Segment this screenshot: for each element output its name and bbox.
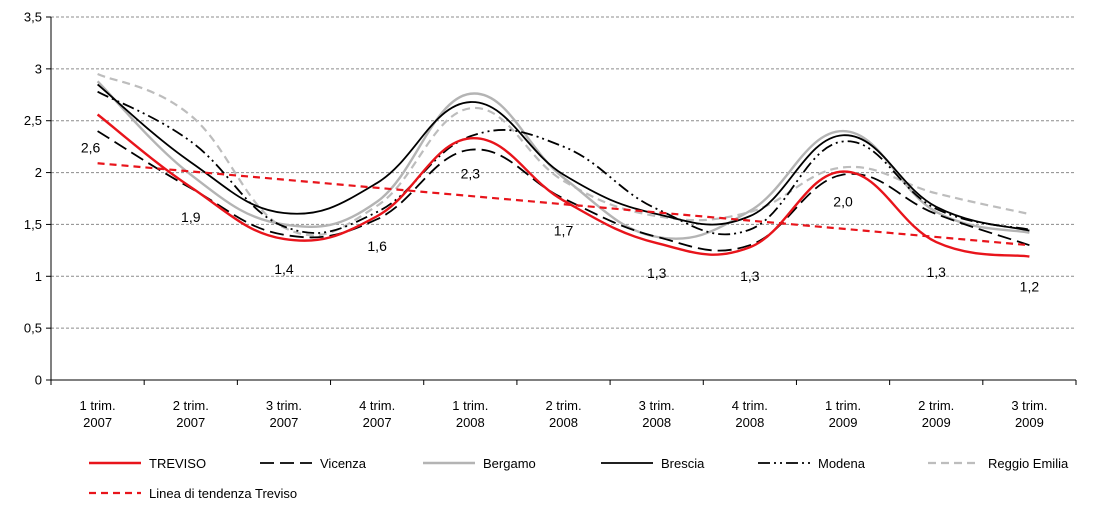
x-tick-label-line2: 2007	[363, 415, 392, 430]
data-label: 1,6	[367, 238, 387, 254]
data-label: 1,3	[740, 268, 760, 284]
x-tick-label: 2 trim. 2008	[545, 398, 581, 430]
y-tick-label: 0,5	[24, 321, 42, 336]
x-tick-label-line1: 2 trim.	[173, 398, 209, 413]
y-tick-label: 0	[35, 373, 42, 388]
data-label: 2,6	[81, 139, 101, 155]
x-tick-label-line2: 2008	[456, 415, 485, 430]
x-tick-label-line1: 2 trim.	[918, 398, 954, 413]
x-tick-label-line2: 2008	[642, 415, 671, 430]
x-tick-label: 2 trim. 2007	[173, 398, 209, 430]
data-label: 1,3	[647, 265, 667, 281]
data-label: 1,3	[926, 264, 946, 280]
x-tick-label: 3 trim. 2007	[266, 398, 302, 430]
series-line-reggio-emilia	[97, 73, 1030, 237]
x-tick-label: 1 trim. 2007	[80, 398, 116, 430]
y-tick-label: 3	[35, 61, 42, 76]
x-tick-label-line1: 3 trim.	[1011, 398, 1047, 413]
x-tick-label-line2: 2008	[549, 415, 578, 430]
legend-label: Modena	[818, 456, 866, 471]
x-tick-label: 3 trim. 2009	[1011, 398, 1047, 430]
x-tick-label: 3 trim. 2008	[639, 398, 675, 430]
legend-label: Bergamo	[483, 456, 536, 471]
x-tick-label-line2: 2008	[735, 415, 764, 430]
x-tick-label-line1: 4 trim.	[732, 398, 768, 413]
x-tick-label-line1: 2 trim.	[545, 398, 581, 413]
x-tick-label-line1: 4 trim.	[359, 398, 395, 413]
y-tick-label: 1,5	[24, 217, 42, 232]
x-tick-label-line2: 2007	[83, 415, 112, 430]
y-tick-label: 2,5	[24, 113, 42, 128]
series-line-treviso	[96, 113, 1030, 258]
legend-label: Linea di tendenza Treviso	[149, 486, 297, 501]
x-tick-label-line1: 1 trim.	[80, 398, 116, 413]
x-tick-label: 4 trim. 2007	[359, 398, 395, 430]
data-label: 1,7	[554, 223, 574, 239]
series-line-vicenza	[97, 130, 1030, 252]
x-tick-label: 1 trim. 2009	[825, 398, 861, 430]
x-tick-label-line2: 2007	[269, 415, 298, 430]
y-tick-label: 2	[35, 165, 42, 180]
data-label: 2,0	[833, 194, 853, 210]
legend-label: Brescia	[661, 456, 705, 471]
data-label: 1,2	[1020, 279, 1040, 295]
y-tick-label: 1	[35, 269, 42, 284]
legend-label: Vicenza	[320, 456, 367, 471]
x-tick-label-line1: 3 trim.	[266, 398, 302, 413]
data-label: 1,4	[274, 261, 294, 277]
y-tick-label: 3,5	[24, 10, 42, 25]
x-tick-label-line2: 2007	[176, 415, 205, 430]
legend-label: TREVISO	[149, 456, 206, 471]
legend-label: Reggio Emilia	[988, 456, 1069, 471]
x-tick-label-line1: 1 trim.	[452, 398, 488, 413]
x-tick-label-line1: 1 trim.	[825, 398, 861, 413]
x-tick-label: 1 trim. 2008	[452, 398, 488, 430]
x-tick-label-line2: 2009	[829, 415, 858, 430]
series-line-modena	[97, 90, 1030, 236]
data-label: 2,3	[461, 165, 481, 181]
x-tick-label: 4 trim. 2008	[732, 398, 768, 430]
series-line-bergamo	[96, 80, 1030, 240]
x-tick-label-line2: 2009	[922, 415, 951, 430]
x-tick-label: 2 trim. 2009	[918, 398, 954, 430]
x-tick-label-line2: 2009	[1015, 415, 1044, 430]
x-tick-label-line1: 3 trim.	[639, 398, 675, 413]
data-label: 1,9	[181, 209, 201, 225]
